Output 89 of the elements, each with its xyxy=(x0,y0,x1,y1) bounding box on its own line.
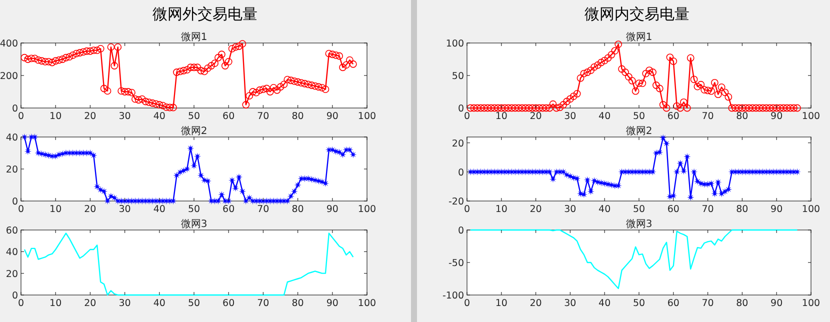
x-tick-label: 60 xyxy=(667,298,680,309)
x-tick-label: 100 xyxy=(802,204,820,215)
x-tick-label: 70 xyxy=(257,298,270,309)
chart-title: 微网3 xyxy=(180,219,208,230)
x-tick-label: 90 xyxy=(770,204,783,215)
x-tick-label: 100 xyxy=(802,298,820,309)
x-tick-label: 60 xyxy=(667,204,680,215)
x-tick-label: 70 xyxy=(702,298,714,309)
x-tick-label: 70 xyxy=(702,204,714,215)
x-tick-label: 30 xyxy=(118,204,131,215)
y-tick-label: -50 xyxy=(448,258,464,269)
x-tick-label: 30 xyxy=(564,111,576,122)
x-tick-label: 80 xyxy=(292,111,304,122)
x-tick-label: 100 xyxy=(358,111,376,122)
x-tick-label: 50 xyxy=(632,298,646,309)
chart-subtitle: 微网1 xyxy=(626,32,652,43)
x-tick-label: 20 xyxy=(530,298,542,309)
y-tick-label: 400 xyxy=(0,38,18,50)
x-tick-label: 70 xyxy=(257,204,270,215)
y-tick-label: 50 xyxy=(452,71,464,82)
y-tick-label: 0 xyxy=(12,104,18,114)
x-tick-label: 40 xyxy=(598,204,611,215)
x-tick-label: 30 xyxy=(564,298,576,309)
y-tick-label: 20 xyxy=(6,268,18,280)
x-tick-label: 50 xyxy=(632,204,646,215)
x-tick-label: 70 xyxy=(257,111,270,122)
y-tick-label: 20 xyxy=(452,138,464,150)
x-tick-label: 10 xyxy=(50,298,62,309)
y-tick-label: 0 xyxy=(12,290,18,302)
y-tick-label: 0 xyxy=(458,226,464,236)
x-tick-label: 100 xyxy=(358,204,376,215)
x-tick-label: 80 xyxy=(292,204,304,215)
x-tick-label: 20 xyxy=(84,204,96,215)
chart-title: 微网内交易电量 xyxy=(584,5,690,23)
x-tick-label: 50 xyxy=(188,298,200,309)
line-series xyxy=(24,232,354,296)
chart-title: 微网2 xyxy=(180,126,208,137)
x-tick-label: 10 xyxy=(50,204,62,215)
x-tick-label: 60 xyxy=(222,204,235,215)
x-tick-label: 40 xyxy=(153,204,166,215)
x-tick-label: 40 xyxy=(153,298,166,309)
x-tick-label: 40 xyxy=(598,111,611,122)
x-tick-label: 50 xyxy=(188,111,200,122)
x-tick-label: 50 xyxy=(632,111,646,122)
x-tick-label: 20 xyxy=(84,298,96,309)
x-tick-label: 20 xyxy=(530,111,542,122)
chart-title: 微网2 xyxy=(626,126,652,137)
y-tick-label: 20 xyxy=(6,164,18,176)
chart-title: 微网3 xyxy=(626,219,652,230)
y-tick-label: 0 xyxy=(458,104,464,114)
x-tick-label: 30 xyxy=(564,204,576,215)
y-tick-label: -100 xyxy=(442,290,464,302)
line-series xyxy=(470,229,798,290)
x-tick-label: 30 xyxy=(118,298,131,309)
x-tick-label: 10 xyxy=(495,204,508,215)
x-tick-label: 80 xyxy=(736,298,748,309)
x-tick-label: 80 xyxy=(736,111,748,122)
x-tick-label: 40 xyxy=(153,111,166,122)
x-tick-label: 20 xyxy=(84,111,96,122)
x-tick-label: 50 xyxy=(188,204,200,215)
y-tick-label: 0 xyxy=(458,167,464,178)
x-tick-label: 70 xyxy=(702,111,714,122)
x-tick-label: 80 xyxy=(736,204,748,215)
x-tick-label: 90 xyxy=(326,204,338,215)
x-tick-label: 80 xyxy=(292,298,304,309)
x-tick-label: 60 xyxy=(222,111,235,122)
x-tick-label: 10 xyxy=(50,111,62,122)
x-tick-label: 30 xyxy=(118,111,131,122)
x-tick-label: 20 xyxy=(530,204,542,215)
x-tick-label: 90 xyxy=(326,111,338,122)
x-tick-label: 60 xyxy=(222,298,235,309)
x-tick-label: 40 xyxy=(598,298,611,309)
y-tick-label: 200 xyxy=(0,71,18,82)
x-tick-label: 10 xyxy=(495,298,508,309)
chart-subtitle: 微网1 xyxy=(180,32,208,43)
x-tick-label: 90 xyxy=(770,111,783,122)
x-tick-label: 60 xyxy=(667,111,680,122)
y-tick-label: 40 xyxy=(6,132,18,144)
x-tick-label: 10 xyxy=(495,111,508,122)
y-tick-label: -20 xyxy=(448,196,464,208)
y-tick-label: 100 xyxy=(446,38,464,50)
x-tick-label: 100 xyxy=(802,111,820,122)
x-tick-label: 100 xyxy=(358,298,376,309)
x-tick-label: 90 xyxy=(770,298,783,309)
x-tick-label: 90 xyxy=(326,298,338,309)
chart-title: 微网外交易电量 xyxy=(152,5,258,23)
y-tick-label: 60 xyxy=(6,226,18,236)
y-tick-label: 0 xyxy=(12,196,18,208)
y-tick-label: 40 xyxy=(6,247,18,258)
